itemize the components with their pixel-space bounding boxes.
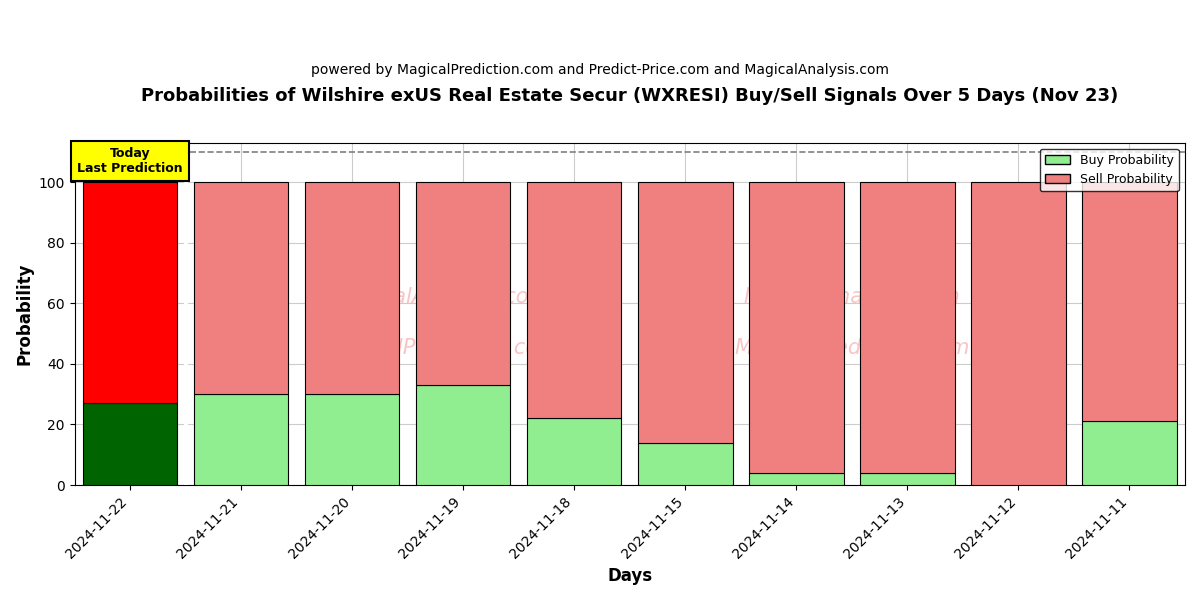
Text: Today
Last Prediction: Today Last Prediction <box>77 147 182 175</box>
Text: MagicalPrediction.com: MagicalPrediction.com <box>323 338 559 358</box>
Bar <box>527 182 622 418</box>
X-axis label: Days: Days <box>607 567 653 585</box>
Text: MagicalAnalysis.com: MagicalAnalysis.com <box>744 287 960 307</box>
Bar <box>1082 182 1177 421</box>
Title: Probabilities of Wilshire exUS Real Estate Secur (WXRESI) Buy/Sell Signals Over : Probabilities of Wilshire exUS Real Esta… <box>142 87 1118 105</box>
Bar <box>305 182 400 394</box>
Bar <box>638 182 732 443</box>
Bar <box>638 443 732 485</box>
Bar <box>860 473 955 485</box>
Bar <box>194 394 288 485</box>
Bar <box>527 418 622 485</box>
Bar <box>194 182 288 394</box>
Bar <box>860 182 955 473</box>
Bar <box>305 394 400 485</box>
Text: powered by MagicalPrediction.com and Predict-Price.com and MagicalAnalysis.com: powered by MagicalPrediction.com and Pre… <box>311 63 889 77</box>
Bar <box>83 182 178 403</box>
Text: MagicalPrediction.com: MagicalPrediction.com <box>734 338 970 358</box>
Bar <box>749 473 844 485</box>
Bar <box>1082 421 1177 485</box>
Bar <box>749 182 844 473</box>
Y-axis label: Probability: Probability <box>16 263 34 365</box>
Text: MagicalAnalysis.com: MagicalAnalysis.com <box>332 287 550 307</box>
Legend: Buy Probability, Sell Probability: Buy Probability, Sell Probability <box>1040 149 1178 191</box>
Bar <box>971 182 1066 485</box>
Bar <box>83 403 178 485</box>
Bar <box>416 182 510 385</box>
Bar <box>416 385 510 485</box>
